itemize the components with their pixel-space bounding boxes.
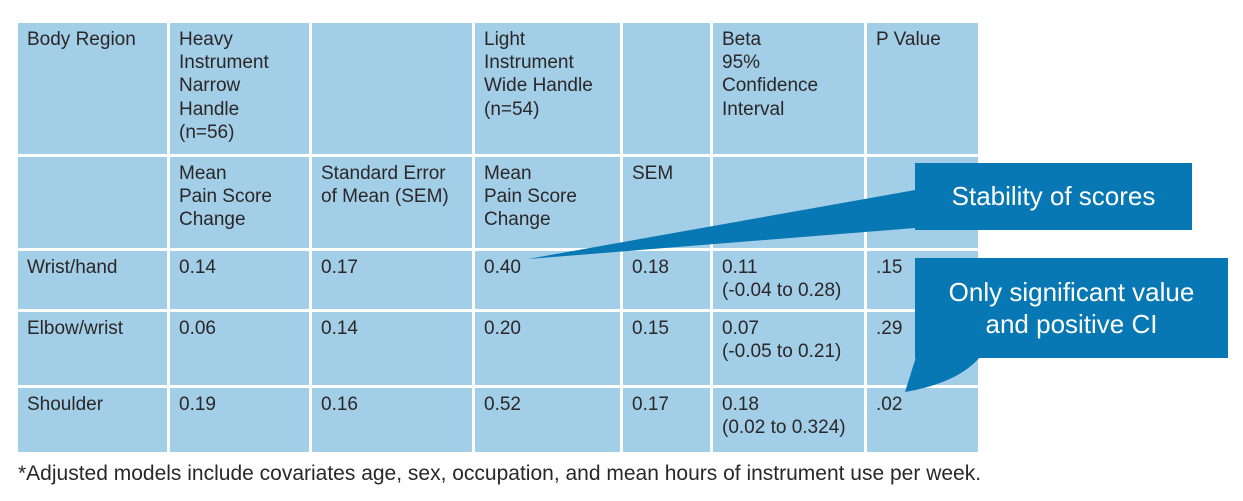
cell-shoulder-region: Shoulder (18, 388, 167, 452)
header-p-value: P Value (867, 23, 978, 154)
header-light-instrument: Light Instrument Wide Handle (n=54) (475, 23, 620, 154)
cell-elbow-heavy-sem: 0.14 (312, 312, 472, 385)
cell-wrist-beta-ci: 0.11 (-0.04 to 0.28) (713, 251, 864, 309)
header-body-region: Body Region (18, 23, 167, 154)
cell-wrist-light-sem: 0.18 (623, 251, 710, 309)
cell-elbow-light-mean: 0.20 (475, 312, 620, 385)
cell-shoulder-p-value: .02 (867, 388, 978, 452)
stability-callout: Stability of scores (915, 163, 1192, 230)
subheader-spacer-1 (18, 157, 167, 248)
subheader-light-sem: SEM (623, 157, 710, 248)
results-table: Body Region Heavy Instrument Narrow Hand… (18, 23, 978, 452)
header-spacer-2 (623, 23, 710, 154)
subheader-spacer-2 (713, 157, 864, 248)
significant-callout: Only significant value and positive CI (915, 258, 1228, 358)
header-spacer-1 (312, 23, 472, 154)
subheader-heavy-sem: Standard Error of Mean (SEM) (312, 157, 472, 248)
cell-wrist-heavy-sem: 0.17 (312, 251, 472, 309)
table-footnote: *Adjusted models include covariates age,… (18, 462, 982, 485)
cell-elbow-beta-ci: 0.07 (-0.05 to 0.21) (713, 312, 864, 385)
cell-shoulder-heavy-sem: 0.16 (312, 388, 472, 452)
cell-elbow-light-sem: 0.15 (623, 312, 710, 385)
header-beta-ci: Beta 95% Confidence Interval (713, 23, 864, 154)
cell-shoulder-beta-ci: 0.18 (0.02 to 0.324) (713, 388, 864, 452)
cell-wrist-region: Wrist/hand (18, 251, 167, 309)
header-heavy-instrument: Heavy Instrument Narrow Handle (n=56) (170, 23, 309, 154)
cell-elbow-region: Elbow/wrist (18, 312, 167, 385)
cell-wrist-light-mean: 0.40 (475, 251, 620, 309)
cell-shoulder-light-sem: 0.17 (623, 388, 710, 452)
cell-elbow-heavy-mean: 0.06 (170, 312, 309, 385)
subheader-light-mean: Mean Pain Score Change (475, 157, 620, 248)
cell-shoulder-heavy-mean: 0.19 (170, 388, 309, 452)
cell-wrist-heavy-mean: 0.14 (170, 251, 309, 309)
cell-shoulder-light-mean: 0.52 (475, 388, 620, 452)
subheader-heavy-mean: Mean Pain Score Change (170, 157, 309, 248)
